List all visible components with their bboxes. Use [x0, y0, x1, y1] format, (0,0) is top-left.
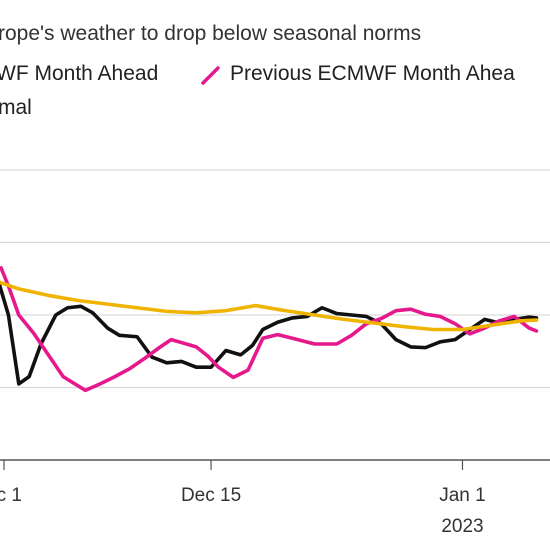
series-line-3 — [0, 280, 539, 332]
series-line-2 — [0, 266, 539, 393]
x-year-label: 2023 — [441, 516, 483, 537]
legend-label-normal: mal — [0, 96, 32, 119]
legend-label-previous: Previous ECMWF Month Ahea — [230, 62, 515, 85]
x-tick-label-1: ec 1 — [0, 485, 22, 506]
x-tick-label-2: Dec 15 — [181, 485, 241, 506]
legend-label-wf-month-ahead: WF Month Ahead — [0, 62, 159, 85]
legend-swatch-pink-icon — [201, 66, 220, 85]
x-tick-label-3: Jan 1 — [439, 485, 485, 506]
series-line-1 — [0, 280, 539, 386]
chart-subtitle: rope's weather to drop below seasonal no… — [0, 22, 422, 45]
